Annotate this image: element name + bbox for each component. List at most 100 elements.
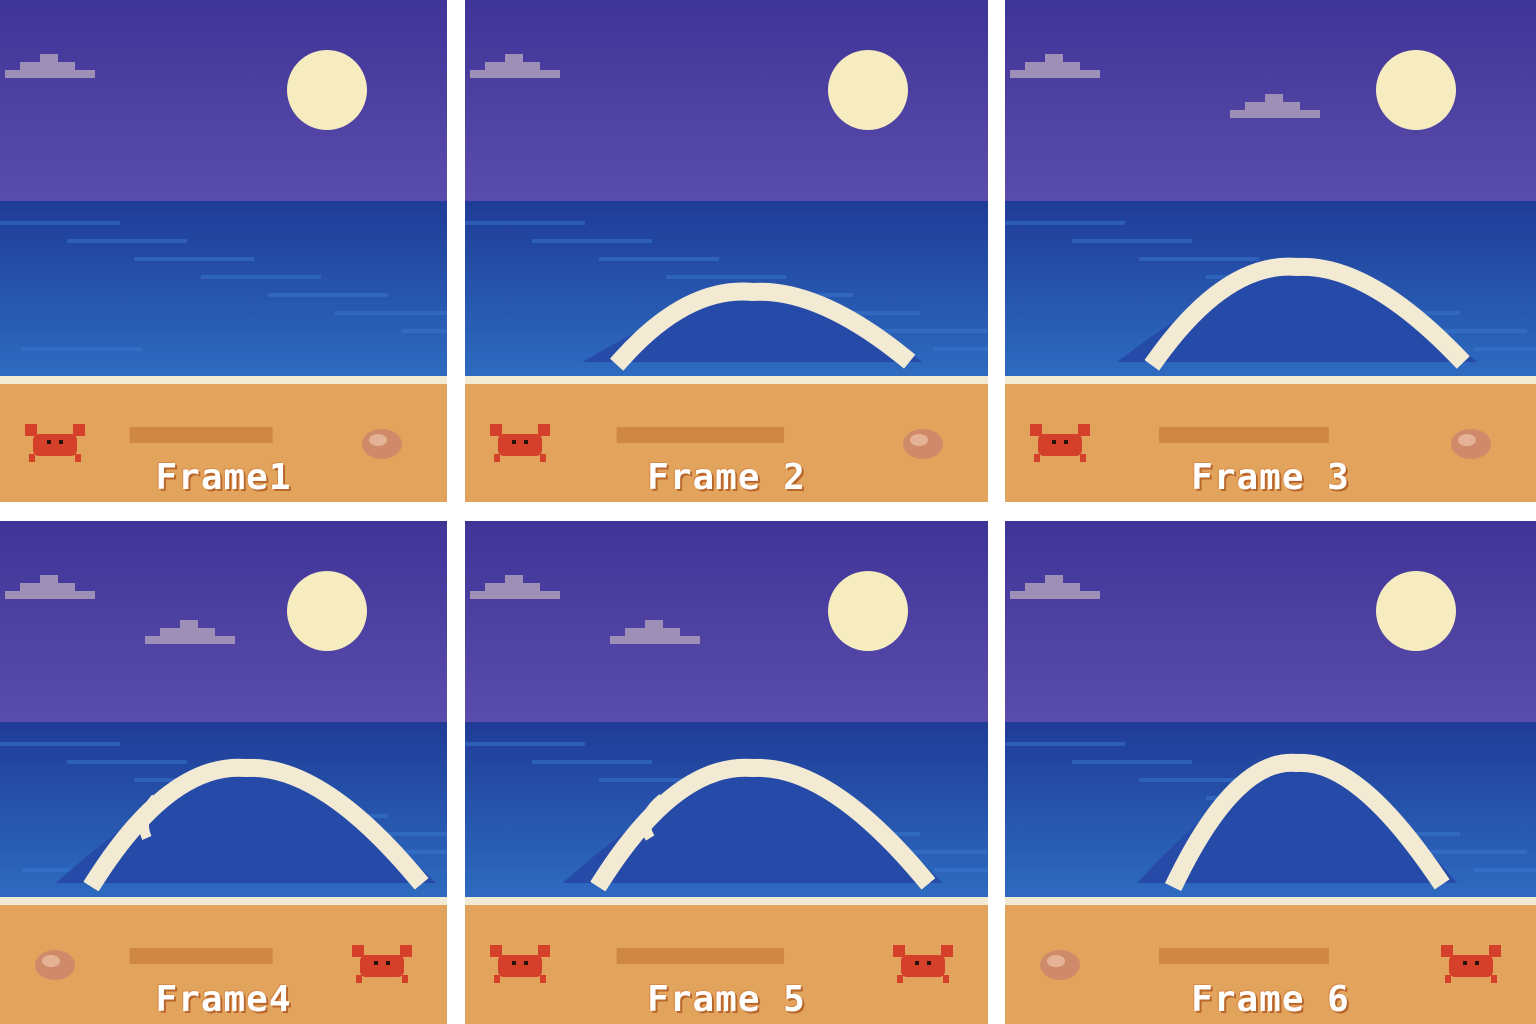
animation-frame: Frame 5 (465, 521, 988, 1024)
sky (465, 521, 988, 722)
shore-foam (1005, 376, 1536, 384)
crab-sprite (490, 945, 550, 983)
sea-ripple (599, 778, 719, 782)
sea-ripple (67, 760, 187, 764)
cloud (1010, 575, 1100, 599)
shore-foam (465, 897, 988, 905)
beach-scene (0, 521, 447, 1024)
sea-ripple (800, 311, 920, 315)
animation-frame: Frame1 (0, 0, 447, 502)
animation-frame: Frame4 (0, 521, 447, 1024)
crab-sprite (893, 945, 953, 983)
sea-ripple (268, 293, 388, 297)
sea-ripple (867, 329, 987, 333)
crab-sprite (352, 945, 412, 983)
crab-sprite (25, 424, 85, 462)
beach-scene (465, 0, 988, 502)
shell-sprite (362, 429, 402, 459)
shell-sprite (1451, 429, 1491, 459)
sky (0, 0, 447, 201)
sand-shadow (1158, 427, 1329, 443)
sky (465, 0, 988, 201)
moon (1376, 571, 1456, 651)
animation-frame: Frame 3 (1005, 0, 1536, 502)
shell-sprite (35, 950, 75, 980)
sea-ripple (134, 257, 254, 261)
moon (287, 571, 367, 651)
sea-ripple (934, 868, 988, 872)
wave-crest (55, 758, 436, 892)
cloud (5, 54, 95, 78)
sea-ripple (335, 311, 447, 315)
cloud (5, 575, 95, 599)
sand-shadow (129, 948, 273, 964)
cloud (1010, 54, 1100, 78)
sea-ripple (22, 347, 142, 351)
frame-label: Frame 2 (647, 457, 806, 498)
shore-foam (465, 376, 988, 384)
sea-ripple (1407, 329, 1527, 333)
sea-ripple (1072, 239, 1192, 243)
moon (1376, 50, 1456, 130)
crab-sprite (1030, 424, 1090, 462)
sand (465, 905, 988, 1024)
sand (1005, 905, 1536, 1024)
sea-ripple (402, 850, 447, 854)
cloud (470, 575, 560, 599)
sea-ripple (335, 832, 447, 836)
moon (287, 50, 367, 130)
sea-ripple (1474, 347, 1536, 351)
shore-foam (0, 897, 447, 905)
frame-label: Frame1 (155, 457, 292, 498)
sea-ripple (867, 850, 987, 854)
wave-crest (1117, 257, 1478, 371)
sea-ripple (532, 760, 652, 764)
sea-ripple (0, 742, 120, 746)
animation-frame: Frame 6 (1005, 521, 1536, 1024)
wave-crest (582, 282, 923, 371)
crab-sprite (1441, 945, 1501, 983)
shore-foam (1005, 897, 1536, 905)
beach-scene (0, 0, 447, 502)
beach-scene (465, 521, 988, 1024)
shell-sprite (1040, 950, 1080, 980)
animation-frame: Frame 2 (465, 0, 988, 502)
sea-ripple (532, 239, 652, 243)
wave-crest (562, 758, 943, 892)
frame-label: Frame4 (155, 979, 292, 1020)
sand-shadow (616, 948, 785, 964)
sea-ripple (465, 221, 585, 225)
frame-label: Frame 6 (1191, 979, 1350, 1020)
moon (828, 571, 908, 651)
sea-ripple (1139, 257, 1259, 261)
crab-sprite (490, 424, 550, 462)
sea-ripple (934, 347, 988, 351)
sea-ripple (402, 329, 447, 333)
frame-label: Frame 5 (647, 979, 806, 1020)
sand-shadow (1158, 948, 1329, 964)
sea-ripple (465, 742, 585, 746)
shore-foam (0, 376, 447, 384)
sand-shadow (616, 427, 785, 443)
sea-ripple (67, 239, 187, 243)
sea-ripple (201, 275, 321, 279)
sky (1005, 521, 1536, 722)
beach-scene (1005, 0, 1536, 502)
moon (828, 50, 908, 130)
beach-scene (1005, 521, 1536, 1024)
sea-ripple (1072, 760, 1192, 764)
sea-ripple (1139, 778, 1259, 782)
sky (0, 521, 447, 722)
wave-crest (1137, 753, 1458, 892)
sea-ripple (599, 257, 719, 261)
cloud (470, 54, 560, 78)
cloud (1230, 94, 1320, 118)
cloud (145, 620, 235, 644)
sea-ripple (0, 221, 120, 225)
frame-label: Frame 3 (1191, 457, 1350, 498)
sea-ripple (1005, 221, 1125, 225)
shell-sprite (903, 429, 943, 459)
sea-ripple (1407, 850, 1527, 854)
sea-ripple (666, 275, 786, 279)
sea-ripple (1005, 742, 1125, 746)
